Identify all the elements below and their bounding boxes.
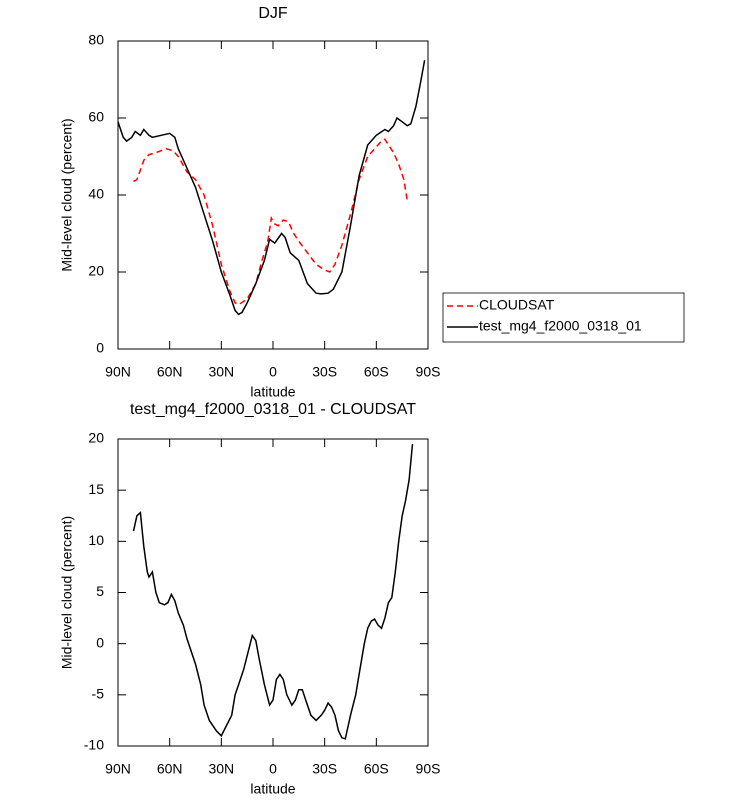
y-tick-label: 0 xyxy=(96,634,104,650)
x-tick-label: 60S xyxy=(364,761,389,777)
x-tick-label: 60S xyxy=(364,364,389,380)
x-tick-label: 30S xyxy=(312,364,337,380)
y-axis-label: Mid-level cloud (percent) xyxy=(59,516,75,669)
x-tick-label: 90N xyxy=(105,364,131,380)
y-tick-label: 0 xyxy=(96,340,104,356)
y-tick-label: 40 xyxy=(88,186,104,202)
y-tick-label: 80 xyxy=(88,32,104,48)
y-tick-label: 20 xyxy=(88,263,104,279)
y-tick-label: 20 xyxy=(88,430,104,446)
plot-frame xyxy=(117,40,429,350)
chart-title: test_mg4_f2000_0318_01 - CLOUDSAT xyxy=(130,401,416,418)
y-tick-label: -10 xyxy=(84,737,104,753)
data-line xyxy=(117,60,426,316)
x-tick-label: 30N xyxy=(208,761,234,777)
y-tick-label: 5 xyxy=(96,583,104,599)
data-line xyxy=(132,444,414,740)
legend-label: test_mg4_f2000_0318_01 xyxy=(479,318,642,334)
x-axis-label: latitude xyxy=(250,781,295,797)
plot-frame xyxy=(117,438,429,747)
x-tick-label: 30N xyxy=(208,364,234,380)
x-tick-label: 90S xyxy=(416,761,441,777)
x-tick-label: 60N xyxy=(157,364,183,380)
legend-box xyxy=(442,292,685,343)
x-tick-label: 0 xyxy=(269,364,277,380)
y-axis-label: Mid-level cloud (percent) xyxy=(59,118,75,271)
legend-label: CLOUDSAT xyxy=(479,297,555,313)
y-tick-label: 15 xyxy=(88,481,104,497)
x-tick-label: 90N xyxy=(105,761,131,777)
x-axis-label: latitude xyxy=(250,384,295,400)
x-tick-label: 60N xyxy=(157,761,183,777)
y-tick-label: -5 xyxy=(92,686,105,702)
data-line xyxy=(133,138,409,306)
y-tick-label: 10 xyxy=(88,532,104,548)
chart-title: DJF xyxy=(258,5,288,22)
x-tick-label: 0 xyxy=(269,761,277,777)
y-tick-label: 60 xyxy=(88,109,104,125)
x-tick-label: 90S xyxy=(416,364,441,380)
x-tick-label: 30S xyxy=(312,761,337,777)
